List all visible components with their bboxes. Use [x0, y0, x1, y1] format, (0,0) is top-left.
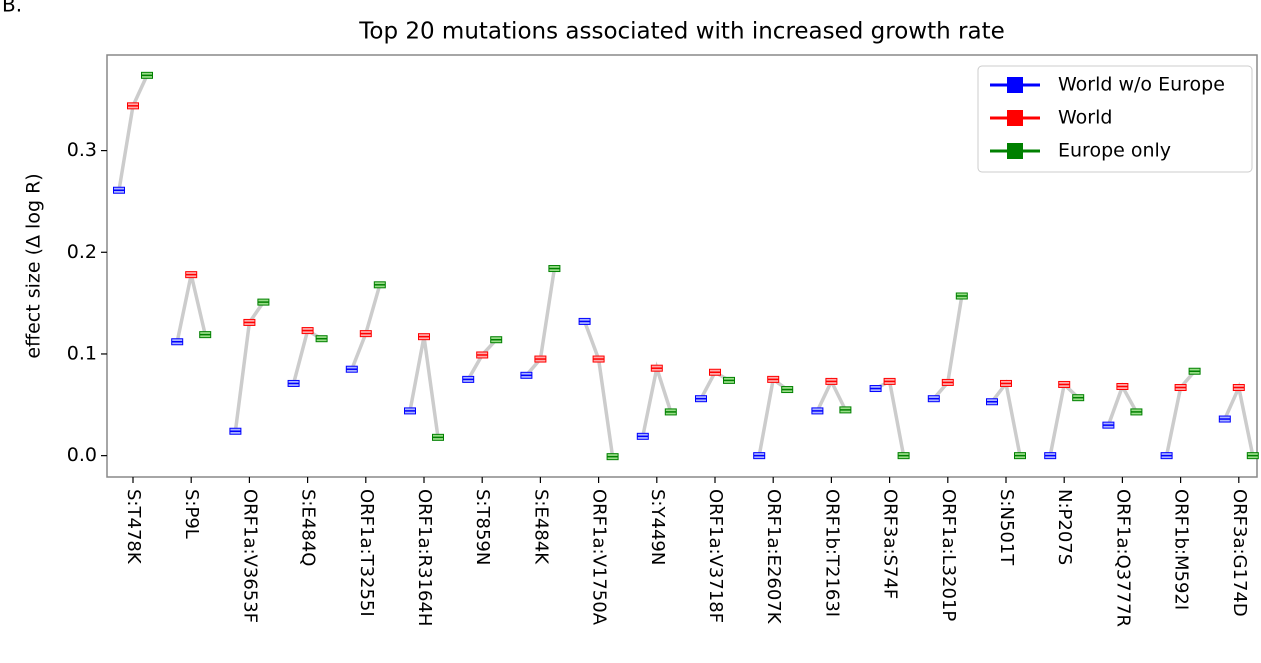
connector — [582, 320, 615, 457]
x-tick-label: ORF1a:Q3777R — [1112, 489, 1133, 627]
connector — [1106, 382, 1138, 426]
connector — [466, 338, 498, 381]
x-tick-label: ORF1a:L3201P — [938, 489, 959, 621]
x-tick-label: N:P207S — [1054, 489, 1075, 565]
legend-label: World w/o Europe — [1058, 74, 1225, 96]
x-tick-label: S:N501T — [996, 489, 1017, 566]
legend-label: Europe only — [1058, 140, 1171, 162]
x-tick-label: ORF1b:M592I — [1171, 489, 1192, 610]
x-tick-label: S:Y449N — [647, 489, 668, 565]
legend-marker — [1007, 77, 1023, 93]
panel-label: B. — [2, 0, 22, 17]
legend-label: World — [1058, 107, 1112, 129]
y-tick-label: 0.2 — [67, 241, 97, 263]
x-tick-label: ORF1a:V1750A — [589, 489, 610, 626]
y-axis-label: effect size (Δ log R) — [23, 173, 45, 358]
x-tick-label: ORF1b:T2163I — [821, 489, 842, 617]
connector — [117, 74, 149, 191]
x-tick-label: ORF1a:V3653F — [239, 489, 260, 623]
connector — [699, 369, 730, 400]
legend-frame — [977, 65, 1253, 173]
plot-frame — [106, 54, 1258, 478]
connector — [350, 284, 382, 370]
y-tick-label: 0.3 — [67, 139, 97, 161]
y-tick-label: 0.1 — [67, 342, 97, 364]
legend-marker — [1007, 110, 1023, 126]
connector — [874, 378, 906, 456]
x-tick-label: ORF3a:S74F — [880, 489, 901, 599]
x-tick-label: ORF1a:V3718F — [705, 489, 726, 623]
chart-title: Top 20 mutations associated with increas… — [358, 19, 1005, 45]
x-tick-label: ORF3a:G174D — [1229, 489, 1250, 617]
x-tick-label: S:E484K — [530, 489, 551, 565]
connector — [641, 361, 673, 437]
x-tick-label: S:E484Q — [298, 489, 319, 566]
x-tick-label: ORF1a:E2607K — [763, 489, 784, 625]
x-tick-label: ORF1a:R3164H — [414, 489, 435, 626]
x-tick-label: S:P9L — [181, 489, 202, 539]
x-tick-label: ORF1a:T3255I — [356, 489, 377, 617]
legend-marker — [1007, 143, 1023, 159]
connector — [990, 379, 1022, 456]
y-tick-label: 0.0 — [67, 444, 97, 466]
connector — [1164, 370, 1196, 456]
x-tick-label: S:T478K — [123, 489, 144, 565]
connector — [408, 336, 440, 438]
x-tick-label: S:T859N — [472, 489, 493, 565]
